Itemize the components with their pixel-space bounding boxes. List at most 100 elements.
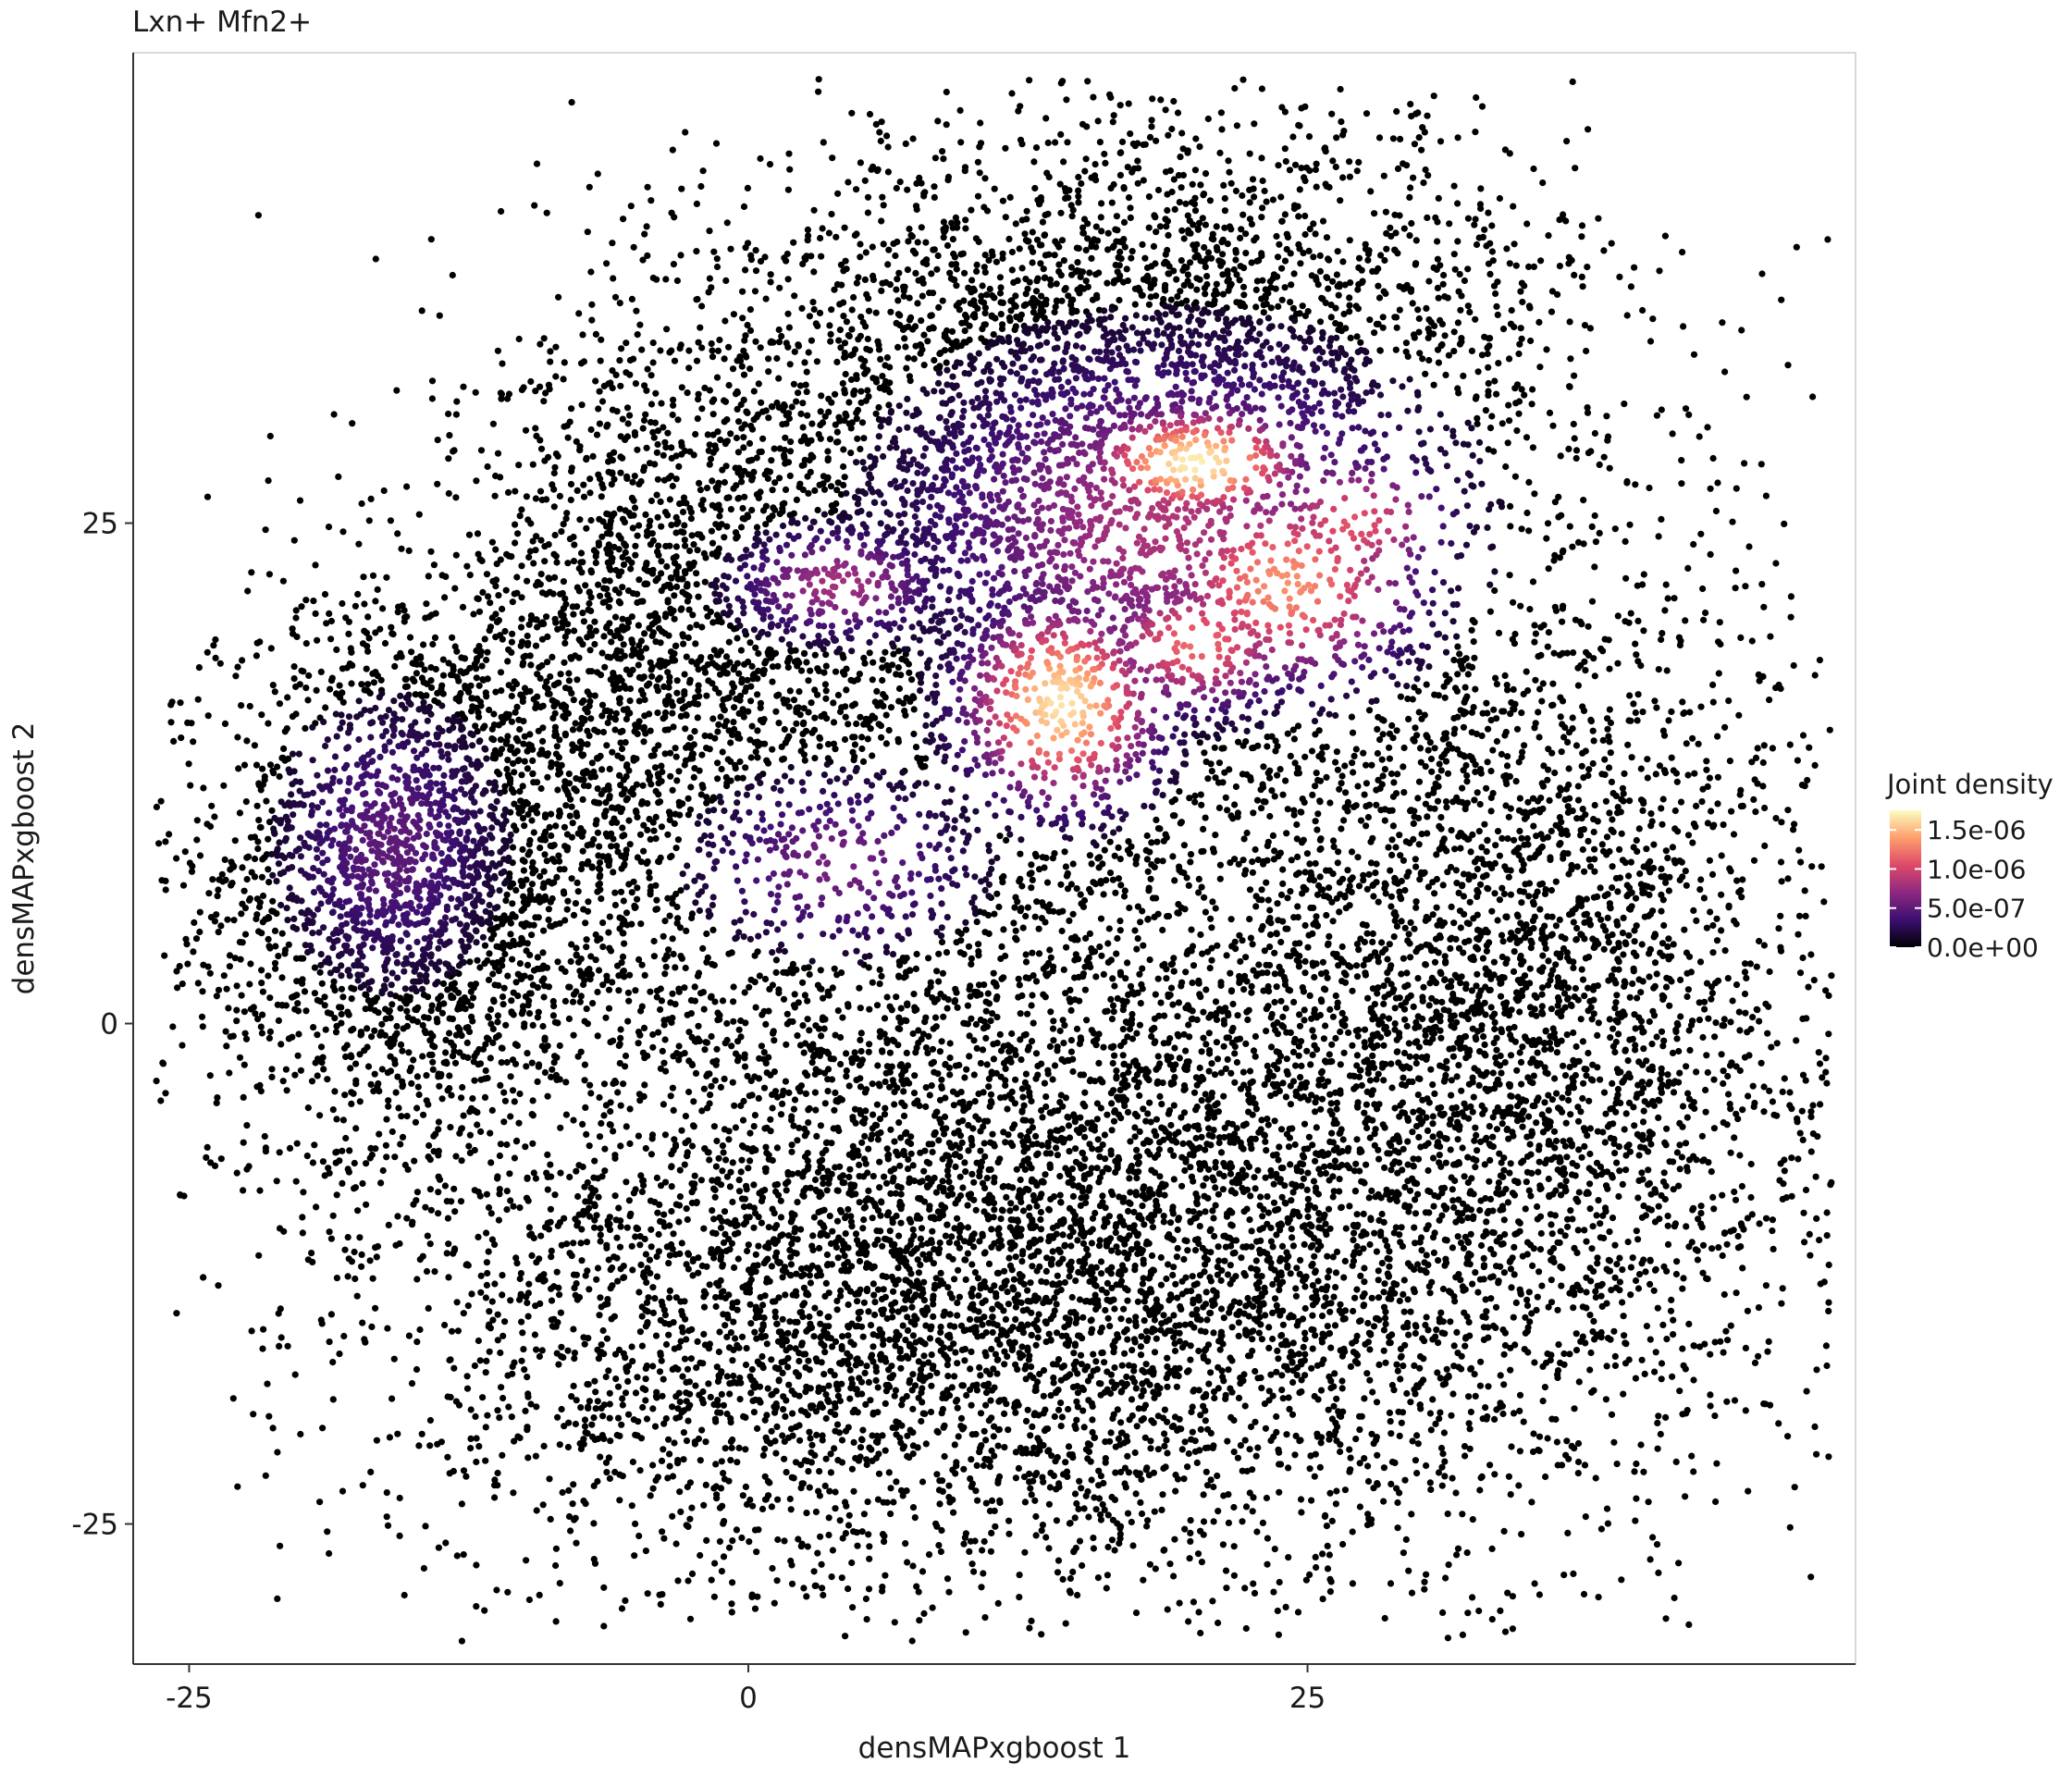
data-point <box>683 1437 691 1445</box>
data-point <box>1731 1188 1738 1196</box>
data-point <box>797 1226 805 1233</box>
data-point <box>1610 1438 1618 1446</box>
data-point <box>1313 1150 1320 1157</box>
data-point <box>1404 1161 1412 1168</box>
data-point <box>754 1593 761 1600</box>
data-point <box>800 1585 808 1592</box>
data-point <box>1566 1350 1573 1358</box>
data-point <box>1071 1422 1079 1429</box>
data-point <box>1356 1503 1363 1511</box>
data-point <box>1099 1192 1106 1200</box>
data-point <box>1646 1280 1654 1288</box>
data-point <box>1181 1438 1189 1446</box>
data-point <box>954 1240 961 1247</box>
data-point <box>1445 1561 1452 1569</box>
data-point <box>1641 1370 1648 1377</box>
data-point <box>1416 1364 1424 1372</box>
data-point <box>875 1470 883 1477</box>
data-point <box>1148 1417 1155 1424</box>
data-point <box>1148 1252 1156 1260</box>
data-point <box>1664 1240 1672 1248</box>
data-point <box>499 1451 506 1459</box>
data-point <box>1324 1274 1332 1281</box>
data-point <box>1104 1314 1112 1322</box>
data-point <box>1333 1248 1341 1255</box>
data-point <box>1006 1262 1015 1269</box>
data-point <box>259 1345 266 1352</box>
data-point <box>845 1522 853 1529</box>
data-point <box>1435 1339 1442 1347</box>
data-point <box>1032 1512 1040 1521</box>
data-point <box>173 1310 180 1317</box>
data-point <box>1096 1153 1104 1161</box>
data-point <box>1579 1303 1586 1311</box>
data-point <box>955 1433 962 1440</box>
data-point <box>1386 1409 1393 1416</box>
data-point <box>1809 1130 1817 1138</box>
data-point <box>1288 1226 1295 1233</box>
data-point <box>850 1487 857 1495</box>
data-point <box>1486 1123 1493 1130</box>
data-point <box>1414 1190 1422 1198</box>
data-point <box>729 1357 736 1364</box>
data-point <box>1113 1243 1120 1251</box>
data-point <box>524 1454 532 1462</box>
data-point <box>1254 1166 1262 1174</box>
data-point <box>986 1191 993 1199</box>
data-point <box>1038 1527 1045 1535</box>
data-point <box>1038 1631 1045 1638</box>
data-point <box>980 1537 988 1546</box>
data-point <box>1400 1290 1407 1298</box>
data-point <box>1053 1301 1060 1308</box>
data-point <box>1551 1153 1559 1161</box>
data-point <box>927 1408 935 1416</box>
data-point <box>1016 1271 1023 1278</box>
data-point <box>915 1588 922 1596</box>
data-point <box>1581 1227 1588 1234</box>
data-point <box>1568 1442 1575 1449</box>
data-point <box>1338 1385 1346 1392</box>
data-point <box>636 1467 644 1474</box>
data-point <box>1010 1276 1018 1283</box>
data-point <box>1132 1490 1140 1498</box>
data-point <box>1378 1210 1386 1218</box>
data-point <box>1138 1510 1146 1518</box>
data-point <box>709 1177 716 1184</box>
data-point <box>798 1540 806 1548</box>
data-point <box>1707 1350 1714 1358</box>
data-point <box>1126 1175 1133 1182</box>
data-point <box>1330 1293 1338 1301</box>
data-point <box>883 1498 891 1506</box>
data-point <box>1276 1488 1283 1496</box>
data-point <box>1523 1301 1532 1310</box>
data-point <box>1200 1491 1207 1498</box>
data-point <box>838 1574 845 1582</box>
data-point <box>1616 1167 1623 1175</box>
data-point <box>1690 1153 1697 1160</box>
data-point <box>1601 1204 1610 1212</box>
data-point <box>854 1542 861 1549</box>
data-point <box>592 1388 599 1396</box>
data-point <box>644 1319 651 1326</box>
data-point <box>925 1359 932 1366</box>
data-point <box>1337 1301 1344 1308</box>
data-point <box>1099 1500 1106 1509</box>
data-point <box>882 1447 889 1454</box>
data-point <box>970 1178 978 1186</box>
data-point <box>1467 1230 1474 1238</box>
data-point <box>1222 1391 1229 1399</box>
data-point <box>1049 1248 1056 1255</box>
data-point <box>1301 1240 1308 1248</box>
data-point <box>1259 1213 1266 1220</box>
data-point <box>808 1441 816 1449</box>
data-point <box>706 1281 713 1289</box>
data-point <box>1297 1496 1305 1503</box>
data-point <box>570 1382 577 1389</box>
data-point <box>937 1323 944 1331</box>
data-point <box>676 1488 684 1496</box>
data-point <box>1454 1209 1462 1216</box>
data-point <box>911 1514 919 1522</box>
data-point <box>1278 1331 1286 1339</box>
data-point <box>1207 1309 1215 1317</box>
data-point <box>1120 1305 1128 1313</box>
